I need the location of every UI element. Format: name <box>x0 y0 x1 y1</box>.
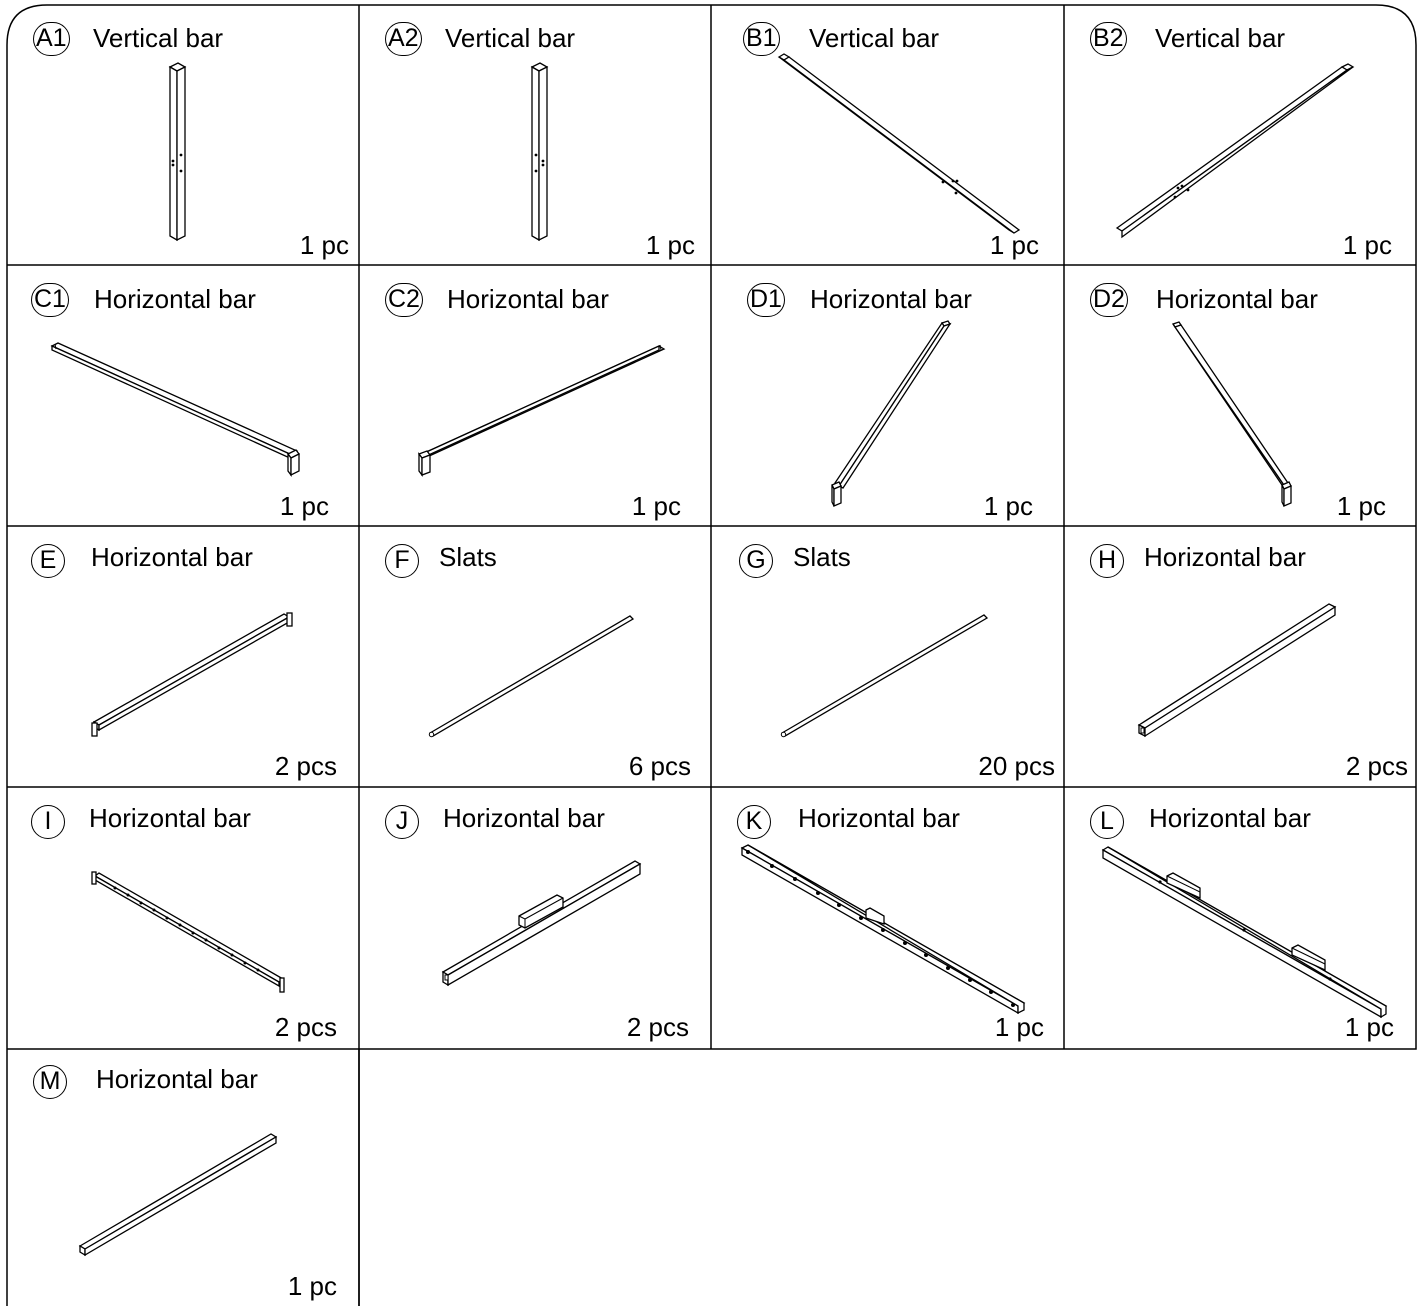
part-cell-k: K Horizontal bar 1 pc <box>711 788 1063 1048</box>
bar-with-center-bracket-icon <box>441 860 642 987</box>
part-name: Horizontal bar <box>1144 542 1306 572</box>
part-name: Horizontal bar <box>89 803 251 833</box>
part-quantity: 1 pc <box>994 1012 1044 1042</box>
part-id-badge: K <box>737 805 771 839</box>
square-tube-bar-icon <box>78 1133 278 1257</box>
part-name: Vertical bar <box>1155 23 1286 53</box>
part-name: Horizontal bar <box>94 284 256 314</box>
part-name: Slats <box>793 542 851 572</box>
part-quantity: 2 pcs <box>626 1012 689 1042</box>
part-quantity: 1 pc <box>631 491 681 521</box>
part-quantity: 1 pc <box>983 491 1033 521</box>
part-id-badge: C2 <box>385 283 423 317</box>
rail-with-end-bracket-icon <box>417 344 666 477</box>
part-quantity: 1 pc <box>989 230 1039 260</box>
part-quantity: 1 pc <box>299 230 349 260</box>
part-id-badge: B1 <box>743 22 780 56</box>
part-name: Horizontal bar <box>96 1064 258 1094</box>
part-cell-i: I Horizontal bar 2 pcs <box>7 788 359 1048</box>
vertical-post-icon <box>168 62 187 242</box>
rail-with-end-bracket-icon <box>831 320 952 507</box>
part-quantity: 1 pc <box>645 230 695 260</box>
part-name: Horizontal bar <box>798 803 960 833</box>
part-name: Horizontal bar <box>810 284 972 314</box>
part-name: Horizontal bar <box>443 803 605 833</box>
drilled-bar-with-bracket-icon <box>740 844 1026 1015</box>
part-quantity: 6 pcs <box>628 751 691 781</box>
diagonal-post-icon <box>777 53 1021 234</box>
part-cell-d1: D1 Horizontal bar 1 pc <box>711 266 1063 526</box>
part-id-badge: G <box>739 544 773 578</box>
part-quantity: 2 pcs <box>274 1012 337 1042</box>
part-id-badge: C1 <box>31 283 69 317</box>
part-id-badge: L <box>1090 805 1124 839</box>
diagonal-post-icon <box>1115 63 1355 239</box>
part-cell-b2: B2 Vertical bar 1 pc <box>1064 5 1416 265</box>
vertical-post-icon <box>530 62 549 242</box>
part-id-badge: B2 <box>1090 22 1127 56</box>
part-id-badge: A1 <box>33 22 70 56</box>
part-quantity: 20 pcs <box>978 751 1055 781</box>
part-cell-d2: D2 Horizontal bar 1 pc <box>1064 266 1416 526</box>
part-quantity: 1 pc <box>287 1271 337 1301</box>
part-cell-f: F Slats 6 pcs <box>359 527 711 787</box>
part-cell-a2: A2 Vertical bar 1 pc <box>359 5 711 265</box>
part-name: Vertical bar <box>93 23 224 53</box>
part-cell-j: J Horizontal bar 2 pcs <box>359 788 711 1048</box>
slat-rod-icon <box>428 615 635 738</box>
part-id-badge: H <box>1090 544 1124 578</box>
part-cell-e: E Horizontal bar 2 pcs <box>7 527 359 787</box>
part-name: Slats <box>439 542 497 572</box>
drilled-angle-bar-icon <box>91 871 285 993</box>
part-quantity: 2 pcs <box>274 751 337 781</box>
part-cell-m: M Horizontal bar 1 pc <box>7 1050 359 1310</box>
part-cell-c2: C2 Horizontal bar 1 pc <box>359 266 711 526</box>
part-id-badge: A2 <box>385 22 422 56</box>
part-id-badge: E <box>31 544 65 578</box>
part-id-badge: I <box>31 805 65 839</box>
part-id-badge: J <box>385 805 419 839</box>
bar-with-two-brackets-icon <box>1101 846 1388 1019</box>
part-id-badge: F <box>385 544 419 578</box>
part-quantity: 2 pcs <box>1345 751 1408 781</box>
part-quantity: 1 pc <box>1342 230 1392 260</box>
part-cell-a1: A1 Vertical bar 1 pc <box>7 5 359 265</box>
part-quantity: 1 pc <box>279 491 329 521</box>
bar-with-end-plates-icon <box>91 612 293 737</box>
slat-rod-icon <box>780 614 989 738</box>
part-cell-g: G Slats 20 pcs <box>711 527 1063 787</box>
part-name: Horizontal bar <box>447 284 609 314</box>
part-name: Horizontal bar <box>1149 803 1311 833</box>
part-name: Horizontal bar <box>1156 284 1318 314</box>
part-cell-b1: B1 Vertical bar 1 pc <box>711 5 1063 265</box>
part-id-badge: D2 <box>1090 283 1128 317</box>
part-quantity: 1 pc <box>1336 491 1386 521</box>
part-cell-l: L Horizontal bar 1 pc <box>1064 788 1416 1048</box>
part-cell-c1: C1 Horizontal bar 1 pc <box>7 266 359 526</box>
rail-with-end-bracket-icon <box>50 342 300 477</box>
part-quantity: 1 pc <box>1344 1012 1394 1042</box>
part-id-badge: D1 <box>747 283 785 317</box>
square-tube-bar-icon <box>1137 603 1337 738</box>
part-cell-h: H Horizontal bar 2 pcs <box>1064 527 1416 787</box>
part-name: Vertical bar <box>809 23 940 53</box>
rail-with-end-bracket-icon <box>1171 321 1292 507</box>
part-id-badge: M <box>33 1065 67 1099</box>
part-name: Vertical bar <box>445 23 576 53</box>
part-name: Horizontal bar <box>91 542 253 572</box>
